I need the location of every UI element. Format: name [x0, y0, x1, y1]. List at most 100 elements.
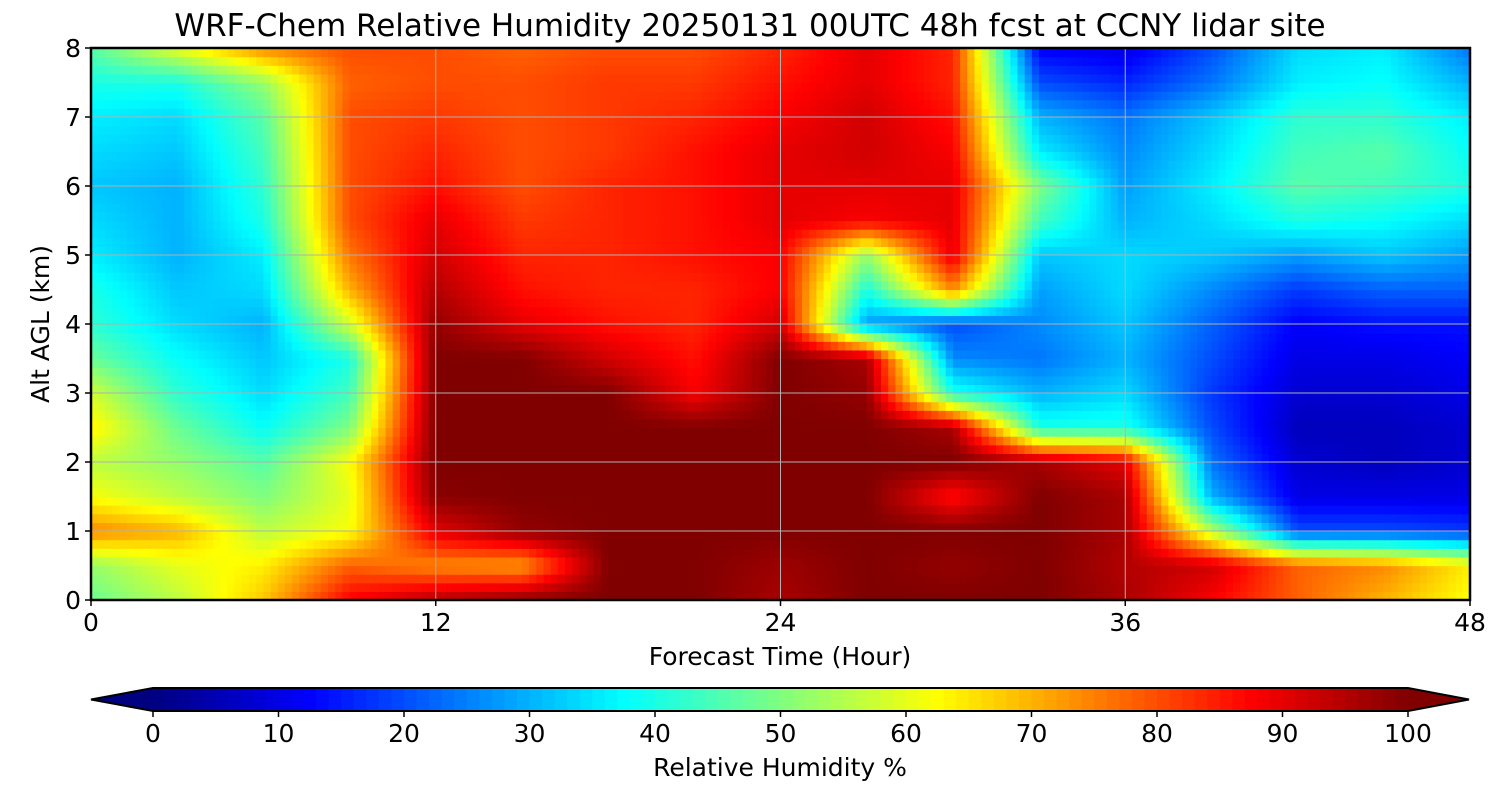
heatmap-cell — [91, 556, 99, 567]
heatmap-cell — [909, 393, 918, 403]
heatmap-cell — [141, 496, 150, 506]
heatmap-cell — [1462, 487, 1470, 498]
heatmap-cell — [1383, 479, 1392, 489]
heatmap-cell — [1290, 470, 1299, 480]
heatmap-cell — [881, 410, 889, 420]
heatmap-cell — [636, 574, 645, 584]
heatmap-cell — [1067, 470, 1076, 480]
heatmap-cell — [1211, 496, 1220, 506]
heatmap-cell — [1096, 496, 1105, 506]
heatmap-cell — [1218, 479, 1227, 489]
heatmap-cell — [708, 574, 717, 584]
heatmap-cell — [1204, 410, 1213, 420]
heatmap-cell — [952, 384, 961, 394]
heatmap-cell — [320, 505, 329, 515]
heatmap-cell — [1232, 522, 1241, 532]
heatmap-cell — [758, 487, 767, 498]
heatmap-cell — [1448, 384, 1457, 394]
heatmap-cell — [249, 591, 257, 600]
heatmap-cell — [794, 513, 803, 523]
heatmap-cell — [1139, 582, 1148, 592]
heatmap-cell — [1441, 436, 1450, 446]
heatmap-cell — [773, 436, 782, 446]
heatmap-cell — [916, 582, 925, 592]
heatmap-cell — [1326, 436, 1335, 446]
heatmap-cell — [708, 565, 717, 575]
heatmap-cell — [658, 565, 667, 575]
heatmap-cell — [1153, 479, 1162, 489]
heatmap-cell — [191, 505, 200, 515]
heatmap-cell — [493, 384, 501, 394]
heatmap-cell — [119, 591, 128, 600]
heatmap-cell — [1003, 548, 1011, 558]
heatmap-cell — [794, 393, 803, 403]
heatmap-cell — [751, 522, 760, 532]
heatmap-cell — [450, 487, 458, 498]
heatmap-cell — [421, 384, 430, 394]
heatmap-cell — [988, 470, 997, 480]
heatmap-cell — [1362, 427, 1371, 437]
heatmap-cell — [1362, 556, 1371, 567]
heatmap-cell — [924, 470, 932, 480]
heatmap-cell — [421, 436, 430, 446]
heatmap-cell — [1046, 548, 1055, 558]
heatmap-cell — [938, 574, 947, 584]
heatmap-cell — [1462, 522, 1470, 532]
heatmap-cell — [1003, 574, 1011, 584]
heatmap-cell — [1139, 462, 1148, 472]
heatmap-cell — [543, 513, 552, 523]
heatmap-cell — [277, 487, 286, 498]
heatmap-cell — [1182, 453, 1191, 463]
heatmap-cell — [1398, 496, 1406, 506]
heatmap-cell — [909, 582, 918, 592]
heatmap-cell — [1182, 574, 1191, 584]
heatmap-cell — [486, 479, 494, 489]
heatmap-cell — [220, 444, 229, 454]
heatmap-cell — [407, 565, 415, 575]
heatmap-cell — [306, 487, 315, 498]
heatmap-cell — [1096, 427, 1105, 437]
heatmap-cell — [679, 539, 688, 549]
heatmap-cell — [442, 453, 451, 463]
heatmap-cell — [967, 427, 976, 437]
heatmap-cell — [112, 582, 121, 592]
heatmap-cell — [306, 384, 315, 394]
heatmap-cell — [981, 591, 990, 600]
heatmap-cell — [1110, 479, 1119, 489]
heatmap-cell — [514, 513, 523, 523]
heatmap-cell — [881, 470, 889, 480]
heatmap-cell — [816, 574, 825, 584]
heatmap-cell — [191, 565, 200, 575]
heatmap-cell — [292, 462, 300, 472]
heatmap-cell — [155, 522, 164, 532]
heatmap-cell — [170, 418, 178, 429]
heatmap-cell — [823, 591, 832, 600]
heatmap-cell — [658, 444, 667, 454]
heatmap-cell — [98, 522, 106, 532]
heatmap-cell — [1240, 410, 1248, 420]
heatmap-cell — [1182, 505, 1191, 515]
heatmap-cell — [328, 418, 336, 429]
heatmap-cell — [471, 444, 480, 454]
heatmap-cell — [1017, 505, 1026, 515]
heatmap-cell — [1031, 384, 1040, 394]
heatmap-cell — [450, 522, 458, 532]
heatmap-cell — [1240, 539, 1248, 549]
heatmap-cell — [1283, 375, 1292, 385]
heatmap-cell — [105, 548, 114, 558]
heatmap-cell — [773, 565, 782, 575]
heatmap-cell — [313, 496, 322, 506]
heatmap-cell — [1405, 436, 1414, 446]
heatmap-cell — [1125, 453, 1134, 463]
heatmap-cell — [457, 548, 466, 558]
heatmap-cell — [780, 513, 789, 523]
heatmap-cell — [873, 548, 882, 558]
heatmap-cell — [701, 522, 710, 532]
heatmap-cell — [916, 556, 925, 567]
heatmap-cell — [988, 462, 997, 472]
heatmap-cell — [1175, 531, 1184, 541]
heatmap-cell — [521, 384, 530, 394]
heatmap-cell — [478, 436, 487, 446]
heatmap-cell — [1182, 591, 1191, 600]
heatmap-cell — [536, 436, 545, 446]
